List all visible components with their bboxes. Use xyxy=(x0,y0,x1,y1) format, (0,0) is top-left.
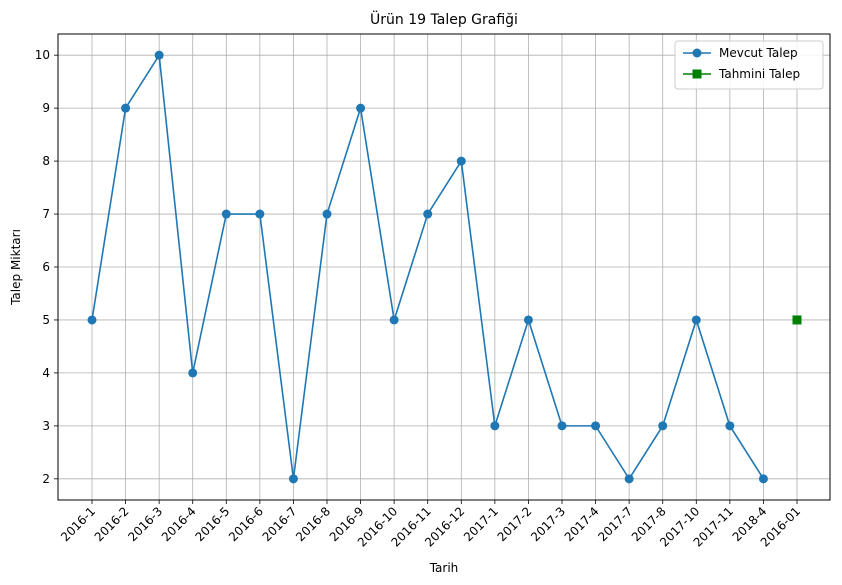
chart-title: Ürün 19 Talep Grafiği xyxy=(370,10,518,28)
data-point xyxy=(725,421,735,431)
y-tick-label: 3 xyxy=(42,419,50,433)
data-point xyxy=(523,315,533,325)
y-tick-label: 5 xyxy=(42,313,50,327)
legend: Mevcut Talep Tahmini Talep xyxy=(674,40,824,90)
legend-box xyxy=(674,40,824,90)
data-point xyxy=(288,474,298,484)
data-point xyxy=(456,156,466,166)
y-tick-label: 7 xyxy=(42,207,50,221)
y-tick-label: 9 xyxy=(42,101,50,115)
y-tick-label: 10 xyxy=(35,48,50,62)
data-point xyxy=(792,315,802,325)
y-tick-label: 6 xyxy=(42,260,50,274)
data-point xyxy=(423,209,433,219)
data-point xyxy=(322,209,332,219)
legend-label: Mevcut Talep xyxy=(719,46,798,60)
data-point xyxy=(591,421,601,431)
data-point xyxy=(557,421,567,431)
data-point xyxy=(121,103,131,113)
data-point xyxy=(154,50,164,60)
y-tick-label: 8 xyxy=(42,154,50,168)
x-axis-title: Tarih xyxy=(429,561,459,575)
legend-marker xyxy=(692,69,702,79)
data-point xyxy=(691,315,701,325)
y-axis-title: Talep Miktarı xyxy=(9,229,23,306)
legend-label: Tahmini Talep xyxy=(718,67,800,81)
data-point xyxy=(87,315,97,325)
y-tick-label: 2 xyxy=(42,472,50,486)
data-point xyxy=(356,103,366,113)
y-tick-label: 4 xyxy=(42,366,50,380)
data-point xyxy=(221,209,231,219)
y-axis-ticks: 2 3 4 5 6 7 8 9 10 xyxy=(35,48,58,486)
data-point xyxy=(624,474,634,484)
legend-marker xyxy=(692,48,702,58)
data-point xyxy=(188,368,198,378)
data-point xyxy=(758,474,768,484)
data-point xyxy=(389,315,399,325)
data-point xyxy=(490,421,500,431)
series-layer xyxy=(87,50,802,484)
data-point xyxy=(255,209,265,219)
data-point xyxy=(658,421,668,431)
